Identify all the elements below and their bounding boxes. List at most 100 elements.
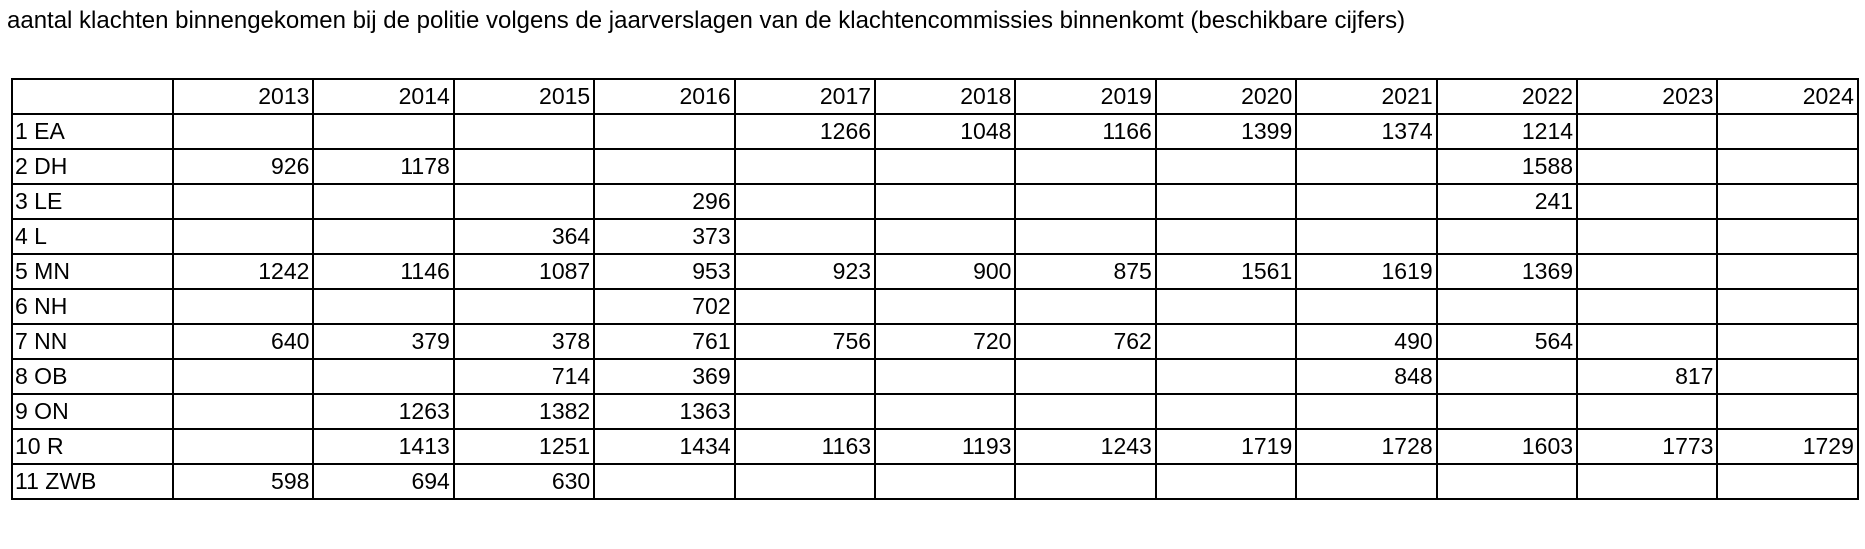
value-cell <box>733 183 877 220</box>
value-cell: 1588 <box>1435 148 1579 185</box>
value-cell <box>874 358 1017 395</box>
value-cell: 761 <box>593 323 736 360</box>
value-cell: 953 <box>593 253 736 290</box>
value-cell <box>1716 358 1859 395</box>
value-cell: 1263 <box>312 393 455 430</box>
value-cell <box>1716 183 1859 220</box>
value-cell <box>1154 358 1298 395</box>
year-header-cell: 2018 <box>874 78 1017 115</box>
value-cell <box>171 393 315 430</box>
value-cell: 1603 <box>1435 428 1579 465</box>
value-cell <box>312 288 455 325</box>
value-cell: 379 <box>312 323 455 360</box>
value-cell: 1369 <box>1435 253 1579 290</box>
value-cell: 1399 <box>1154 113 1298 150</box>
value-cell <box>1576 288 1719 325</box>
value-cell <box>1295 288 1438 325</box>
value-cell <box>1716 393 1859 430</box>
value-cell <box>733 393 877 430</box>
value-cell <box>452 148 596 185</box>
value-cell: 373 <box>593 218 736 255</box>
value-cell <box>1576 148 1719 185</box>
value-cell: 378 <box>452 323 596 360</box>
value-cell <box>1576 253 1719 290</box>
value-cell <box>874 288 1017 325</box>
value-cell: 1193 <box>874 428 1017 465</box>
year-header-cell: 2017 <box>733 78 877 115</box>
value-cell <box>593 463 736 500</box>
year-header-cell: 2013 <box>171 78 315 115</box>
value-cell <box>1014 358 1157 395</box>
year-header-cell: 2022 <box>1435 78 1579 115</box>
value-cell: 875 <box>1014 253 1157 290</box>
value-cell <box>1716 113 1859 150</box>
value-cell <box>1435 463 1579 500</box>
value-cell <box>874 183 1017 220</box>
value-cell <box>1295 218 1438 255</box>
year-header-cell: 2016 <box>593 78 736 115</box>
value-cell: 1728 <box>1295 428 1438 465</box>
value-cell: 598 <box>171 463 315 500</box>
value-cell: 1242 <box>171 253 315 290</box>
value-cell: 762 <box>1014 323 1157 360</box>
table-row: 6 NH 702 <box>11 288 1859 325</box>
value-cell: 1214 <box>1435 113 1579 150</box>
row-label-cell: 7 NN <box>11 323 174 360</box>
value-cell: 756 <box>733 323 877 360</box>
row-label-cell: 3 LE <box>11 183 174 220</box>
value-cell <box>1014 218 1157 255</box>
value-cell <box>593 148 736 185</box>
value-cell: 923 <box>733 253 877 290</box>
table-row: 4 L 364 373 <box>11 218 1859 255</box>
year-header-cell: 2023 <box>1576 78 1719 115</box>
value-cell: 241 <box>1435 183 1579 220</box>
year-header-cell: 2020 <box>1154 78 1298 115</box>
value-cell <box>171 358 315 395</box>
table-row: 3 LE 296 241 <box>11 183 1859 220</box>
value-cell <box>1435 358 1579 395</box>
value-cell <box>593 113 736 150</box>
value-cell: 564 <box>1435 323 1579 360</box>
table-body: 2013 2014 2015 2016 2017 2018 2019 2020 2021 2022… <box>11 78 1859 500</box>
value-cell: 1266 <box>733 113 877 150</box>
year-header-cell: 2015 <box>452 78 596 115</box>
value-cell <box>1014 183 1157 220</box>
value-cell <box>1295 148 1438 185</box>
value-cell: 1166 <box>1014 113 1157 150</box>
value-cell: 490 <box>1295 323 1438 360</box>
value-cell <box>312 218 455 255</box>
table-row: 10 R 1413 1251 1434 1163 1193 1243 1719 1728 1603… <box>11 428 1859 465</box>
value-cell <box>1576 218 1719 255</box>
value-cell <box>733 218 877 255</box>
value-cell <box>874 218 1017 255</box>
value-cell <box>1295 463 1438 500</box>
value-cell <box>1014 463 1157 500</box>
value-cell <box>1716 218 1859 255</box>
value-cell: 714 <box>452 358 596 395</box>
value-cell: 1243 <box>1014 428 1157 465</box>
table-row: 7 NN 640 379 378 761 756 720 762 490 564 <box>11 323 1859 360</box>
value-cell <box>1716 463 1859 500</box>
value-cell <box>1154 183 1298 220</box>
value-cell <box>733 288 877 325</box>
value-cell <box>1576 393 1719 430</box>
table-row: 2 DH 926 1178 1588 <box>11 148 1859 185</box>
value-cell <box>1716 253 1859 290</box>
value-cell <box>1014 393 1157 430</box>
value-cell: 1178 <box>312 148 455 185</box>
value-cell: 630 <box>452 463 596 500</box>
value-cell <box>452 113 596 150</box>
complaints-table: 2013 2014 2015 2016 2017 2018 2019 2020 2021 2022… <box>11 78 1859 500</box>
value-cell <box>171 428 315 465</box>
row-label-cell: 11 ZWB <box>11 463 174 500</box>
value-cell <box>1154 218 1298 255</box>
value-cell: 702 <box>593 288 736 325</box>
table-row: 9 ON 1263 1382 1363 <box>11 393 1859 430</box>
value-cell <box>1154 148 1298 185</box>
value-cell <box>1435 218 1579 255</box>
value-cell <box>1295 393 1438 430</box>
value-cell: 817 <box>1576 358 1719 395</box>
value-cell <box>874 393 1017 430</box>
value-cell: 1729 <box>1716 428 1859 465</box>
value-cell: 900 <box>874 253 1017 290</box>
